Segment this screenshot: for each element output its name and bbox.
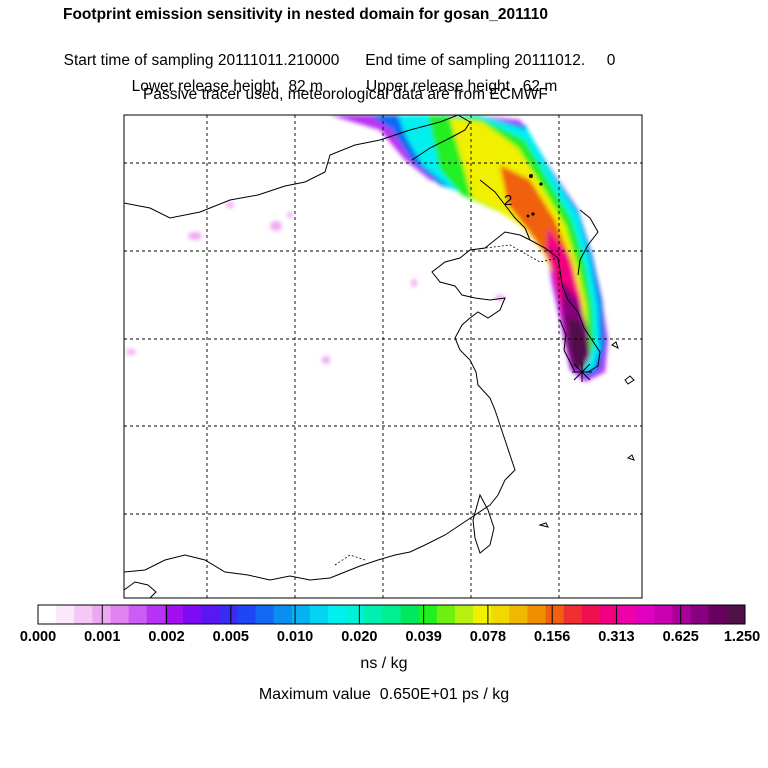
colorbar-swatch xyxy=(618,605,637,624)
borders xyxy=(334,244,559,566)
sensitivity-plume xyxy=(330,115,608,382)
colorbar-tick-label: 0.078 xyxy=(469,629,507,645)
colorbar-swatch xyxy=(255,605,275,624)
marker-dot xyxy=(539,182,543,186)
colorbar-swatch xyxy=(708,605,728,624)
sampling-end: End time of sampling 20111012. 0 xyxy=(365,52,616,69)
release-upper: Upper release height 62 m xyxy=(365,78,558,95)
colorbar-swatch xyxy=(56,605,75,624)
graticule xyxy=(124,115,642,598)
colorbar-swatch xyxy=(545,605,565,624)
colorbar-swatch xyxy=(473,605,492,624)
colorbar-tick-label: 0.625 xyxy=(662,629,699,645)
marker-dot xyxy=(531,212,535,216)
colorbar-swatch xyxy=(164,605,184,624)
colorbar-swatch xyxy=(128,605,148,624)
receptor-marker-label: 2 xyxy=(504,192,512,209)
colorbar-border xyxy=(37,604,746,625)
colorbar-swatch xyxy=(400,605,420,624)
colorbar-swatch xyxy=(273,605,293,624)
colorbar xyxy=(37,604,746,625)
faint-patches xyxy=(126,202,505,364)
plume-layer-peak xyxy=(568,315,588,368)
colorbar-swatch xyxy=(183,605,202,624)
colorbar-swatch xyxy=(38,605,57,624)
colorbar-swatch xyxy=(491,605,510,624)
colorbar-swatch xyxy=(146,605,166,624)
colorbar-tick-label: 0.002 xyxy=(148,629,185,645)
colorbar-swatch xyxy=(237,605,256,624)
receptor-star-icon xyxy=(572,362,592,382)
colorbar-swatch xyxy=(599,605,619,624)
colorbar-swatch xyxy=(726,605,746,624)
colorbar-swatch xyxy=(291,605,311,624)
colorbar-tick-label: 0.039 xyxy=(405,629,442,645)
sampling-start: Start time of sampling 20111011.210000 xyxy=(63,52,340,69)
colorbar-units: ns / kg xyxy=(360,655,408,672)
colorbar-swatch xyxy=(636,605,655,624)
colorbar-swatch xyxy=(418,605,438,624)
sampling-times: Start time of sampling 20111011.210000 E… xyxy=(55,34,616,70)
tracer-note: Passive tracer used, meteorological data… xyxy=(143,86,548,103)
colorbar-tick-label: 0.156 xyxy=(534,629,571,645)
colorbar-swatch xyxy=(201,605,220,624)
colorbar-swatch xyxy=(581,605,601,624)
colorbar-swatch xyxy=(563,605,583,624)
colorbar-tick-label: 0.020 xyxy=(341,629,378,645)
colorbar-swatch xyxy=(328,605,347,624)
colorbar-swatch xyxy=(527,605,546,624)
colorbar-swatch xyxy=(92,605,111,624)
marker-dot xyxy=(526,214,530,218)
colorbar-tick-label: 0.001 xyxy=(84,629,121,645)
plot-title: Footprint emission sensitivity in nested… xyxy=(63,6,548,23)
plume-layer-yellow xyxy=(450,118,588,358)
colorbar-swatch xyxy=(436,605,456,624)
max-value-label: Maximum value 0.650E+01 ps / kg xyxy=(258,686,510,703)
colorbar-swatch xyxy=(110,605,130,624)
colorbar-swatch xyxy=(309,605,329,624)
colorbar-swatch xyxy=(219,605,238,624)
colorbar-swatch xyxy=(346,605,365,624)
colorbar-swatch xyxy=(654,605,673,624)
colorbar-tick-label: 1.250 xyxy=(723,629,761,645)
map-area: 2 xyxy=(124,115,642,598)
colorbar-tick-label: 0.000 xyxy=(19,629,57,645)
colorbar-swatch xyxy=(364,605,383,624)
release-lower: Lower release height 82 m xyxy=(131,78,323,95)
receptor-marks: 2 xyxy=(504,174,592,382)
release-heights: Lower release height 82 m Upper release … xyxy=(123,60,558,96)
colorbar-tick-label: 0.005 xyxy=(212,629,249,645)
colorbar-tick-label: 0.313 xyxy=(598,629,635,645)
colorbar-tick-label: 0.010 xyxy=(276,629,314,645)
colorbar-swatch xyxy=(672,605,692,624)
marker-dot xyxy=(529,174,533,178)
colorbar-swatch xyxy=(509,605,528,624)
colorbar-swatch xyxy=(690,605,710,624)
colorbar-swatch xyxy=(74,605,93,624)
colorbar-swatch xyxy=(454,605,474,624)
colorbar-swatch xyxy=(382,605,401,624)
map-frame xyxy=(123,114,643,599)
